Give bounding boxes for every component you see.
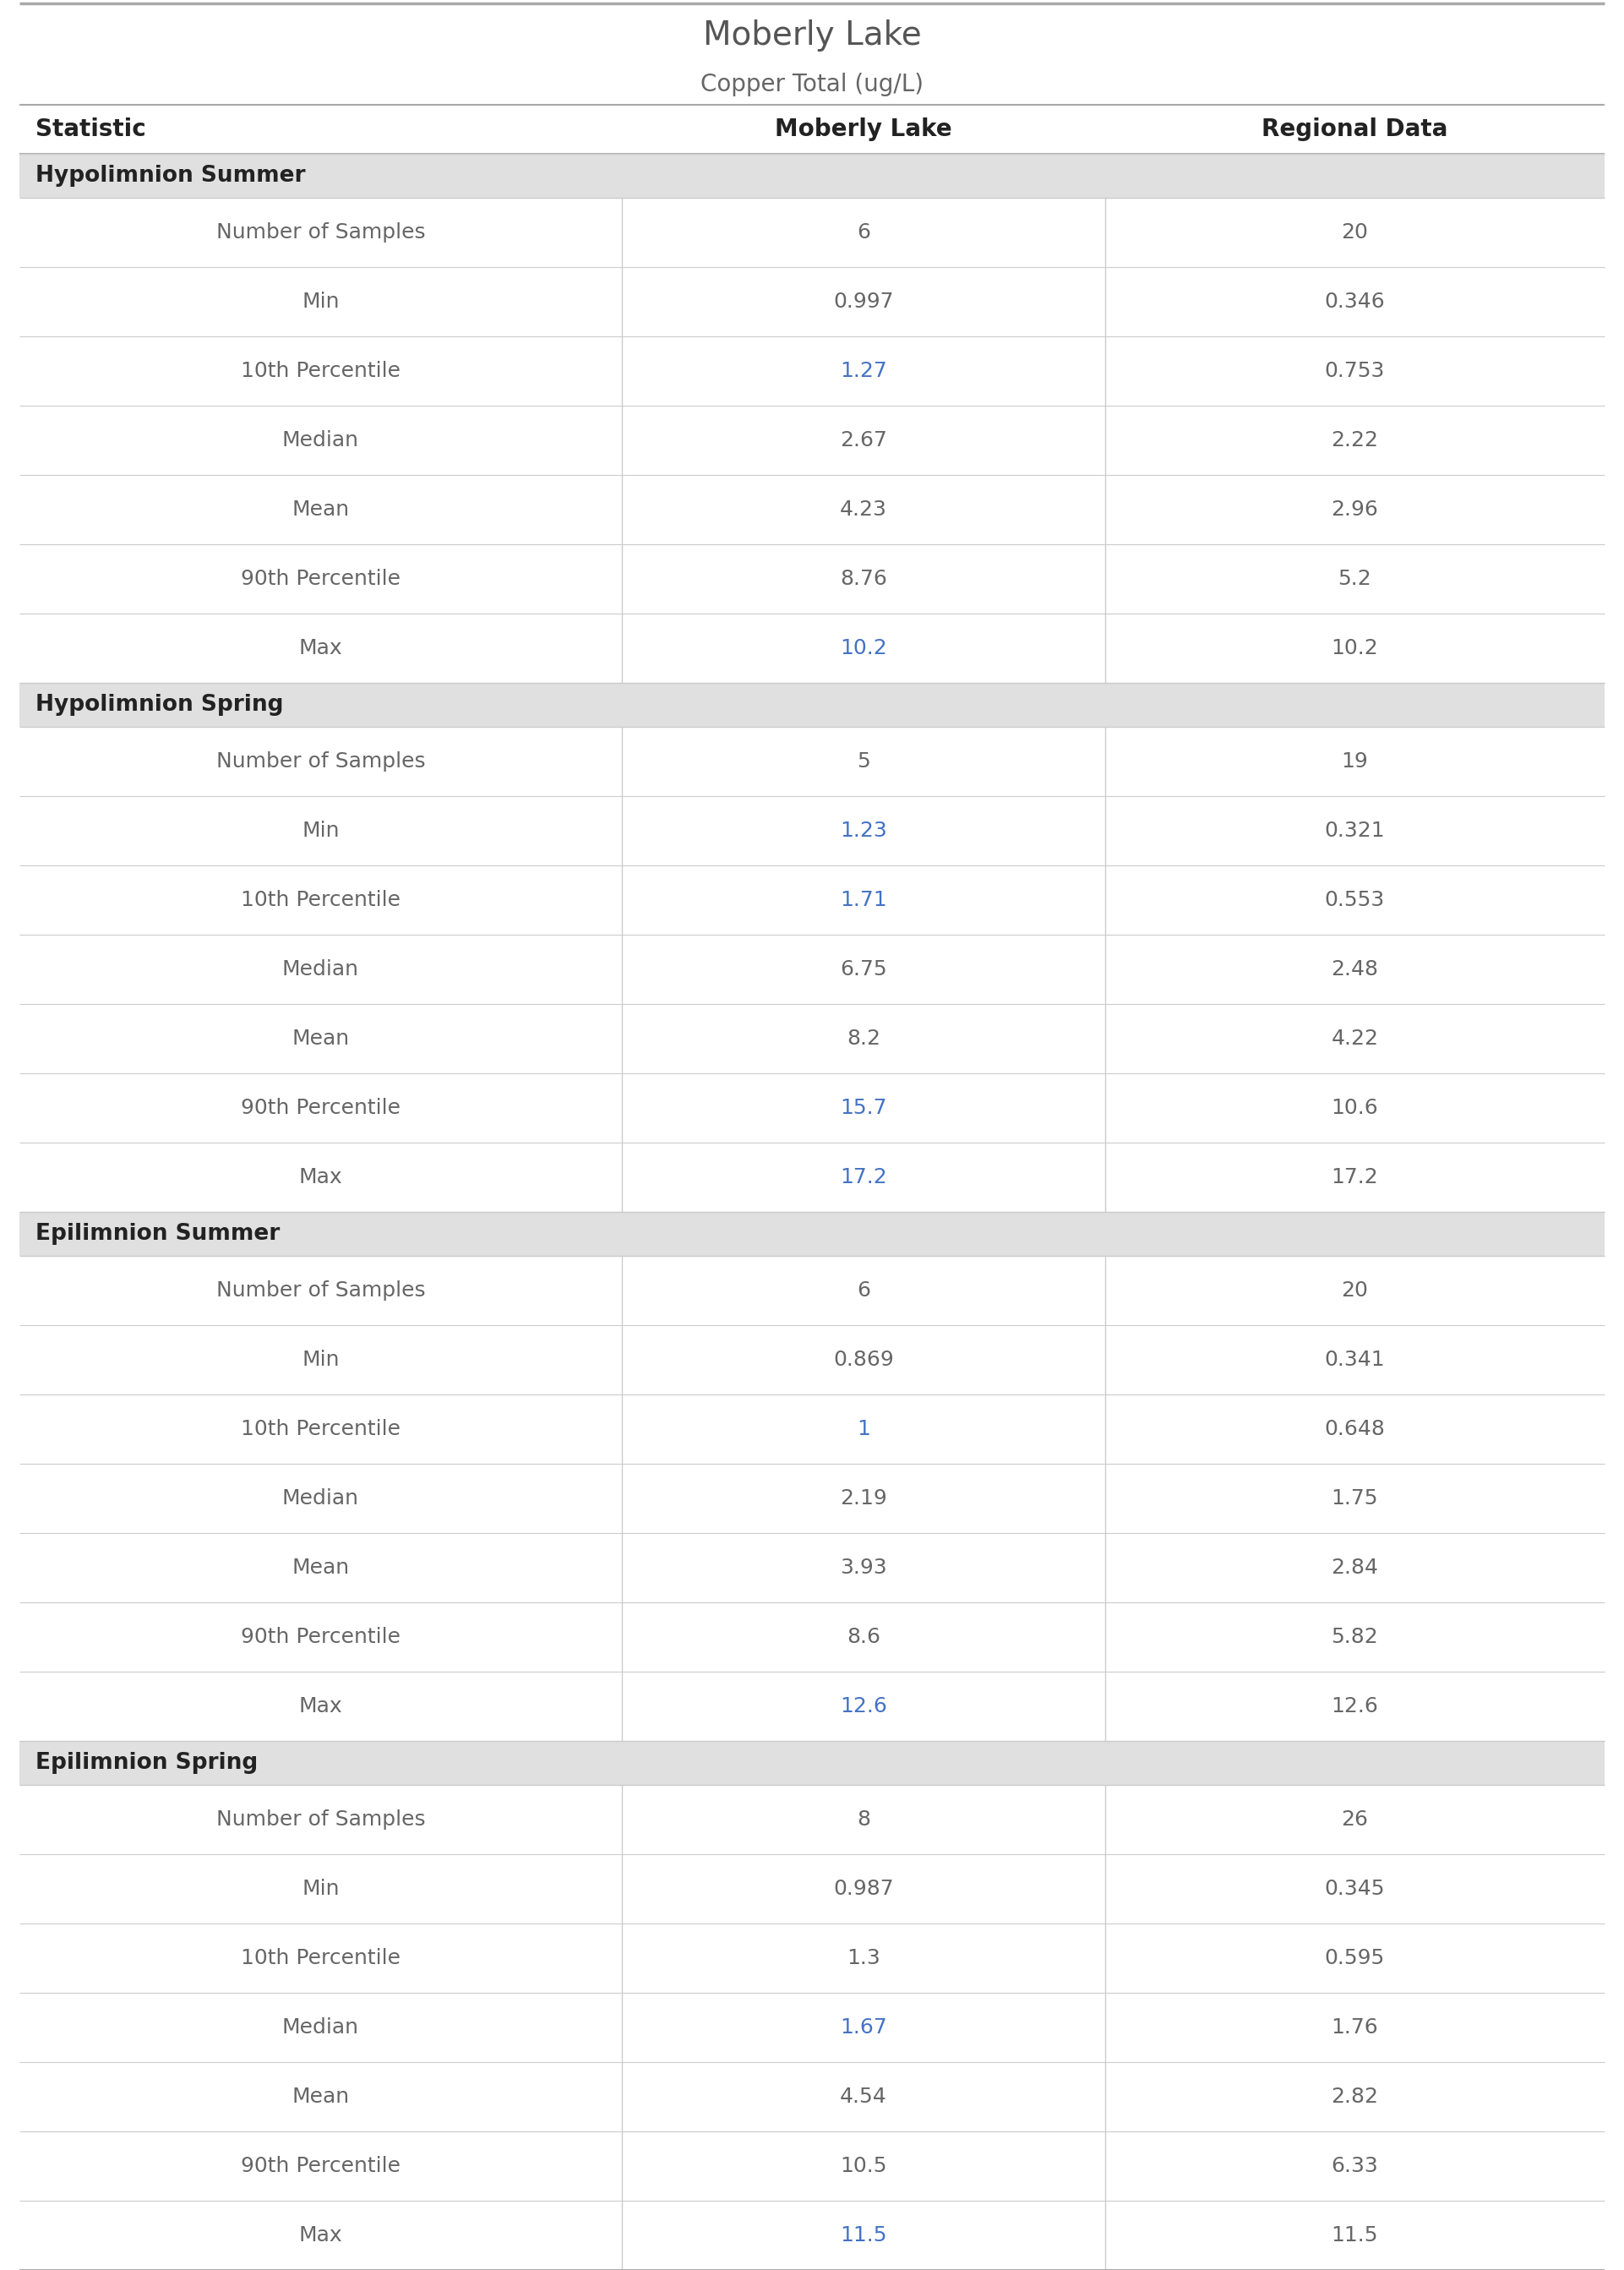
Text: 0.869: 0.869: [833, 1351, 893, 1369]
Text: Median: Median: [283, 2018, 359, 2038]
Text: Epilimnion Spring: Epilimnion Spring: [36, 1752, 258, 1773]
Text: 1.67: 1.67: [840, 2018, 887, 2038]
Text: Number of Samples: Number of Samples: [216, 1280, 425, 1301]
Text: 10.6: 10.6: [1332, 1099, 1379, 1119]
Text: 0.753: 0.753: [1325, 361, 1385, 381]
Text: 6.33: 6.33: [1332, 2156, 1379, 2177]
Text: 0.321: 0.321: [1325, 822, 1385, 840]
Text: 90th Percentile: 90th Percentile: [240, 2156, 401, 2177]
Text: 10th Percentile: 10th Percentile: [240, 361, 401, 381]
Text: Number of Samples: Number of Samples: [216, 751, 425, 772]
Text: Mean: Mean: [292, 1028, 349, 1049]
Text: 17.2: 17.2: [1332, 1167, 1379, 1187]
Text: Min: Min: [302, 1880, 339, 1900]
Text: 10th Percentile: 10th Percentile: [240, 1419, 401, 1439]
Text: 4.22: 4.22: [1332, 1028, 1379, 1049]
Text: Min: Min: [302, 291, 339, 311]
Text: 1.75: 1.75: [1332, 1489, 1379, 1510]
Text: Max: Max: [299, 2225, 343, 2245]
Text: 1.23: 1.23: [840, 822, 887, 840]
Text: 5.2: 5.2: [1338, 570, 1372, 588]
Text: 0.346: 0.346: [1325, 291, 1385, 311]
Text: 11.5: 11.5: [1332, 2225, 1379, 2245]
Text: 3.93: 3.93: [840, 1557, 887, 1578]
Text: 10.5: 10.5: [840, 2156, 887, 2177]
Text: 6: 6: [857, 1280, 870, 1301]
Text: Mean: Mean: [292, 499, 349, 520]
Text: Regional Data: Regional Data: [1262, 118, 1449, 141]
Text: 8: 8: [857, 1809, 870, 1830]
Text: Hypolimnion Summer: Hypolimnion Summer: [36, 166, 305, 186]
Text: Moberly Lake: Moberly Lake: [775, 118, 952, 141]
Text: 5: 5: [857, 751, 870, 772]
Text: 0.987: 0.987: [833, 1880, 893, 1900]
Text: 10.2: 10.2: [840, 638, 887, 658]
Text: 2.84: 2.84: [1332, 1557, 1379, 1578]
Text: 4.23: 4.23: [840, 499, 887, 520]
Text: 12.6: 12.6: [840, 1696, 887, 1716]
Text: 6.75: 6.75: [840, 960, 887, 978]
Text: Min: Min: [302, 822, 339, 840]
Text: Copper Total (ug/L): Copper Total (ug/L): [700, 73, 924, 95]
Text: 1: 1: [857, 1419, 870, 1439]
Text: 11.5: 11.5: [840, 2225, 887, 2245]
Text: 2.96: 2.96: [1332, 499, 1379, 520]
Text: 15.7: 15.7: [840, 1099, 887, 1119]
Text: Moberly Lake: Moberly Lake: [703, 20, 921, 52]
Text: Max: Max: [299, 638, 343, 658]
Text: 1.76: 1.76: [1332, 2018, 1379, 2038]
Text: 2.67: 2.67: [840, 431, 887, 449]
Text: 2.82: 2.82: [1332, 2086, 1379, 2107]
Text: 1.3: 1.3: [846, 1948, 880, 1968]
Text: 2.48: 2.48: [1332, 960, 1379, 978]
Text: Hypolimnion Spring: Hypolimnion Spring: [36, 695, 284, 715]
Text: Min: Min: [302, 1351, 339, 1369]
Text: 0.345: 0.345: [1325, 1880, 1385, 1900]
Text: 5.82: 5.82: [1332, 1628, 1379, 1648]
Text: 0.553: 0.553: [1325, 890, 1385, 910]
Text: 1.27: 1.27: [840, 361, 887, 381]
Text: 90th Percentile: 90th Percentile: [240, 1099, 401, 1119]
Text: Statistic: Statistic: [36, 118, 146, 141]
Text: 90th Percentile: 90th Percentile: [240, 570, 401, 588]
Text: 20: 20: [1341, 222, 1369, 243]
Text: 0.595: 0.595: [1325, 1948, 1385, 1968]
Text: Epilimnion Summer: Epilimnion Summer: [36, 1224, 279, 1244]
Text: 8.2: 8.2: [846, 1028, 880, 1049]
Text: Max: Max: [299, 1696, 343, 1716]
Text: 2.22: 2.22: [1332, 431, 1379, 449]
Text: Max: Max: [299, 1167, 343, 1187]
Text: 19: 19: [1341, 751, 1369, 772]
Text: 0.648: 0.648: [1325, 1419, 1385, 1439]
Text: 20: 20: [1341, 1280, 1369, 1301]
Text: Median: Median: [283, 431, 359, 449]
Text: 10th Percentile: 10th Percentile: [240, 890, 401, 910]
Text: 90th Percentile: 90th Percentile: [240, 1628, 401, 1648]
Text: 10th Percentile: 10th Percentile: [240, 1948, 401, 1968]
Text: 6: 6: [857, 222, 870, 243]
Text: Number of Samples: Number of Samples: [216, 1809, 425, 1830]
Text: 2.19: 2.19: [840, 1489, 887, 1510]
Text: 4.54: 4.54: [840, 2086, 887, 2107]
Text: Median: Median: [283, 960, 359, 978]
Text: 0.341: 0.341: [1325, 1351, 1385, 1369]
Text: Mean: Mean: [292, 1557, 349, 1578]
Text: 17.2: 17.2: [840, 1167, 887, 1187]
Text: 0.997: 0.997: [833, 291, 893, 311]
Text: 8.6: 8.6: [846, 1628, 880, 1648]
Text: 10.2: 10.2: [1332, 638, 1379, 658]
Text: Median: Median: [283, 1489, 359, 1510]
Text: 26: 26: [1341, 1809, 1369, 1830]
Text: 1.71: 1.71: [840, 890, 887, 910]
Text: Number of Samples: Number of Samples: [216, 222, 425, 243]
Text: 8.76: 8.76: [840, 570, 887, 588]
Text: 12.6: 12.6: [1332, 1696, 1379, 1716]
Text: Mean: Mean: [292, 2086, 349, 2107]
